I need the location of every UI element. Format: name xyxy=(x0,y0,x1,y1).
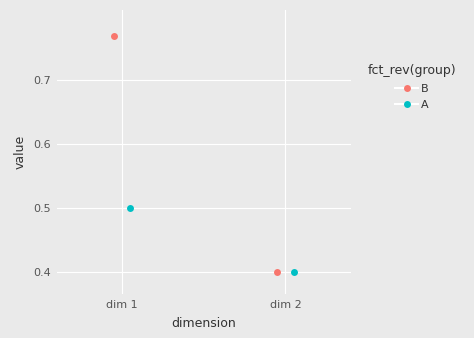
Y-axis label: value: value xyxy=(14,135,27,169)
Point xyxy=(127,205,134,211)
Point xyxy=(290,269,297,274)
X-axis label: dimension: dimension xyxy=(172,317,236,330)
Point xyxy=(273,269,281,274)
Point xyxy=(110,33,118,39)
Legend: B, A: B, A xyxy=(362,58,462,116)
